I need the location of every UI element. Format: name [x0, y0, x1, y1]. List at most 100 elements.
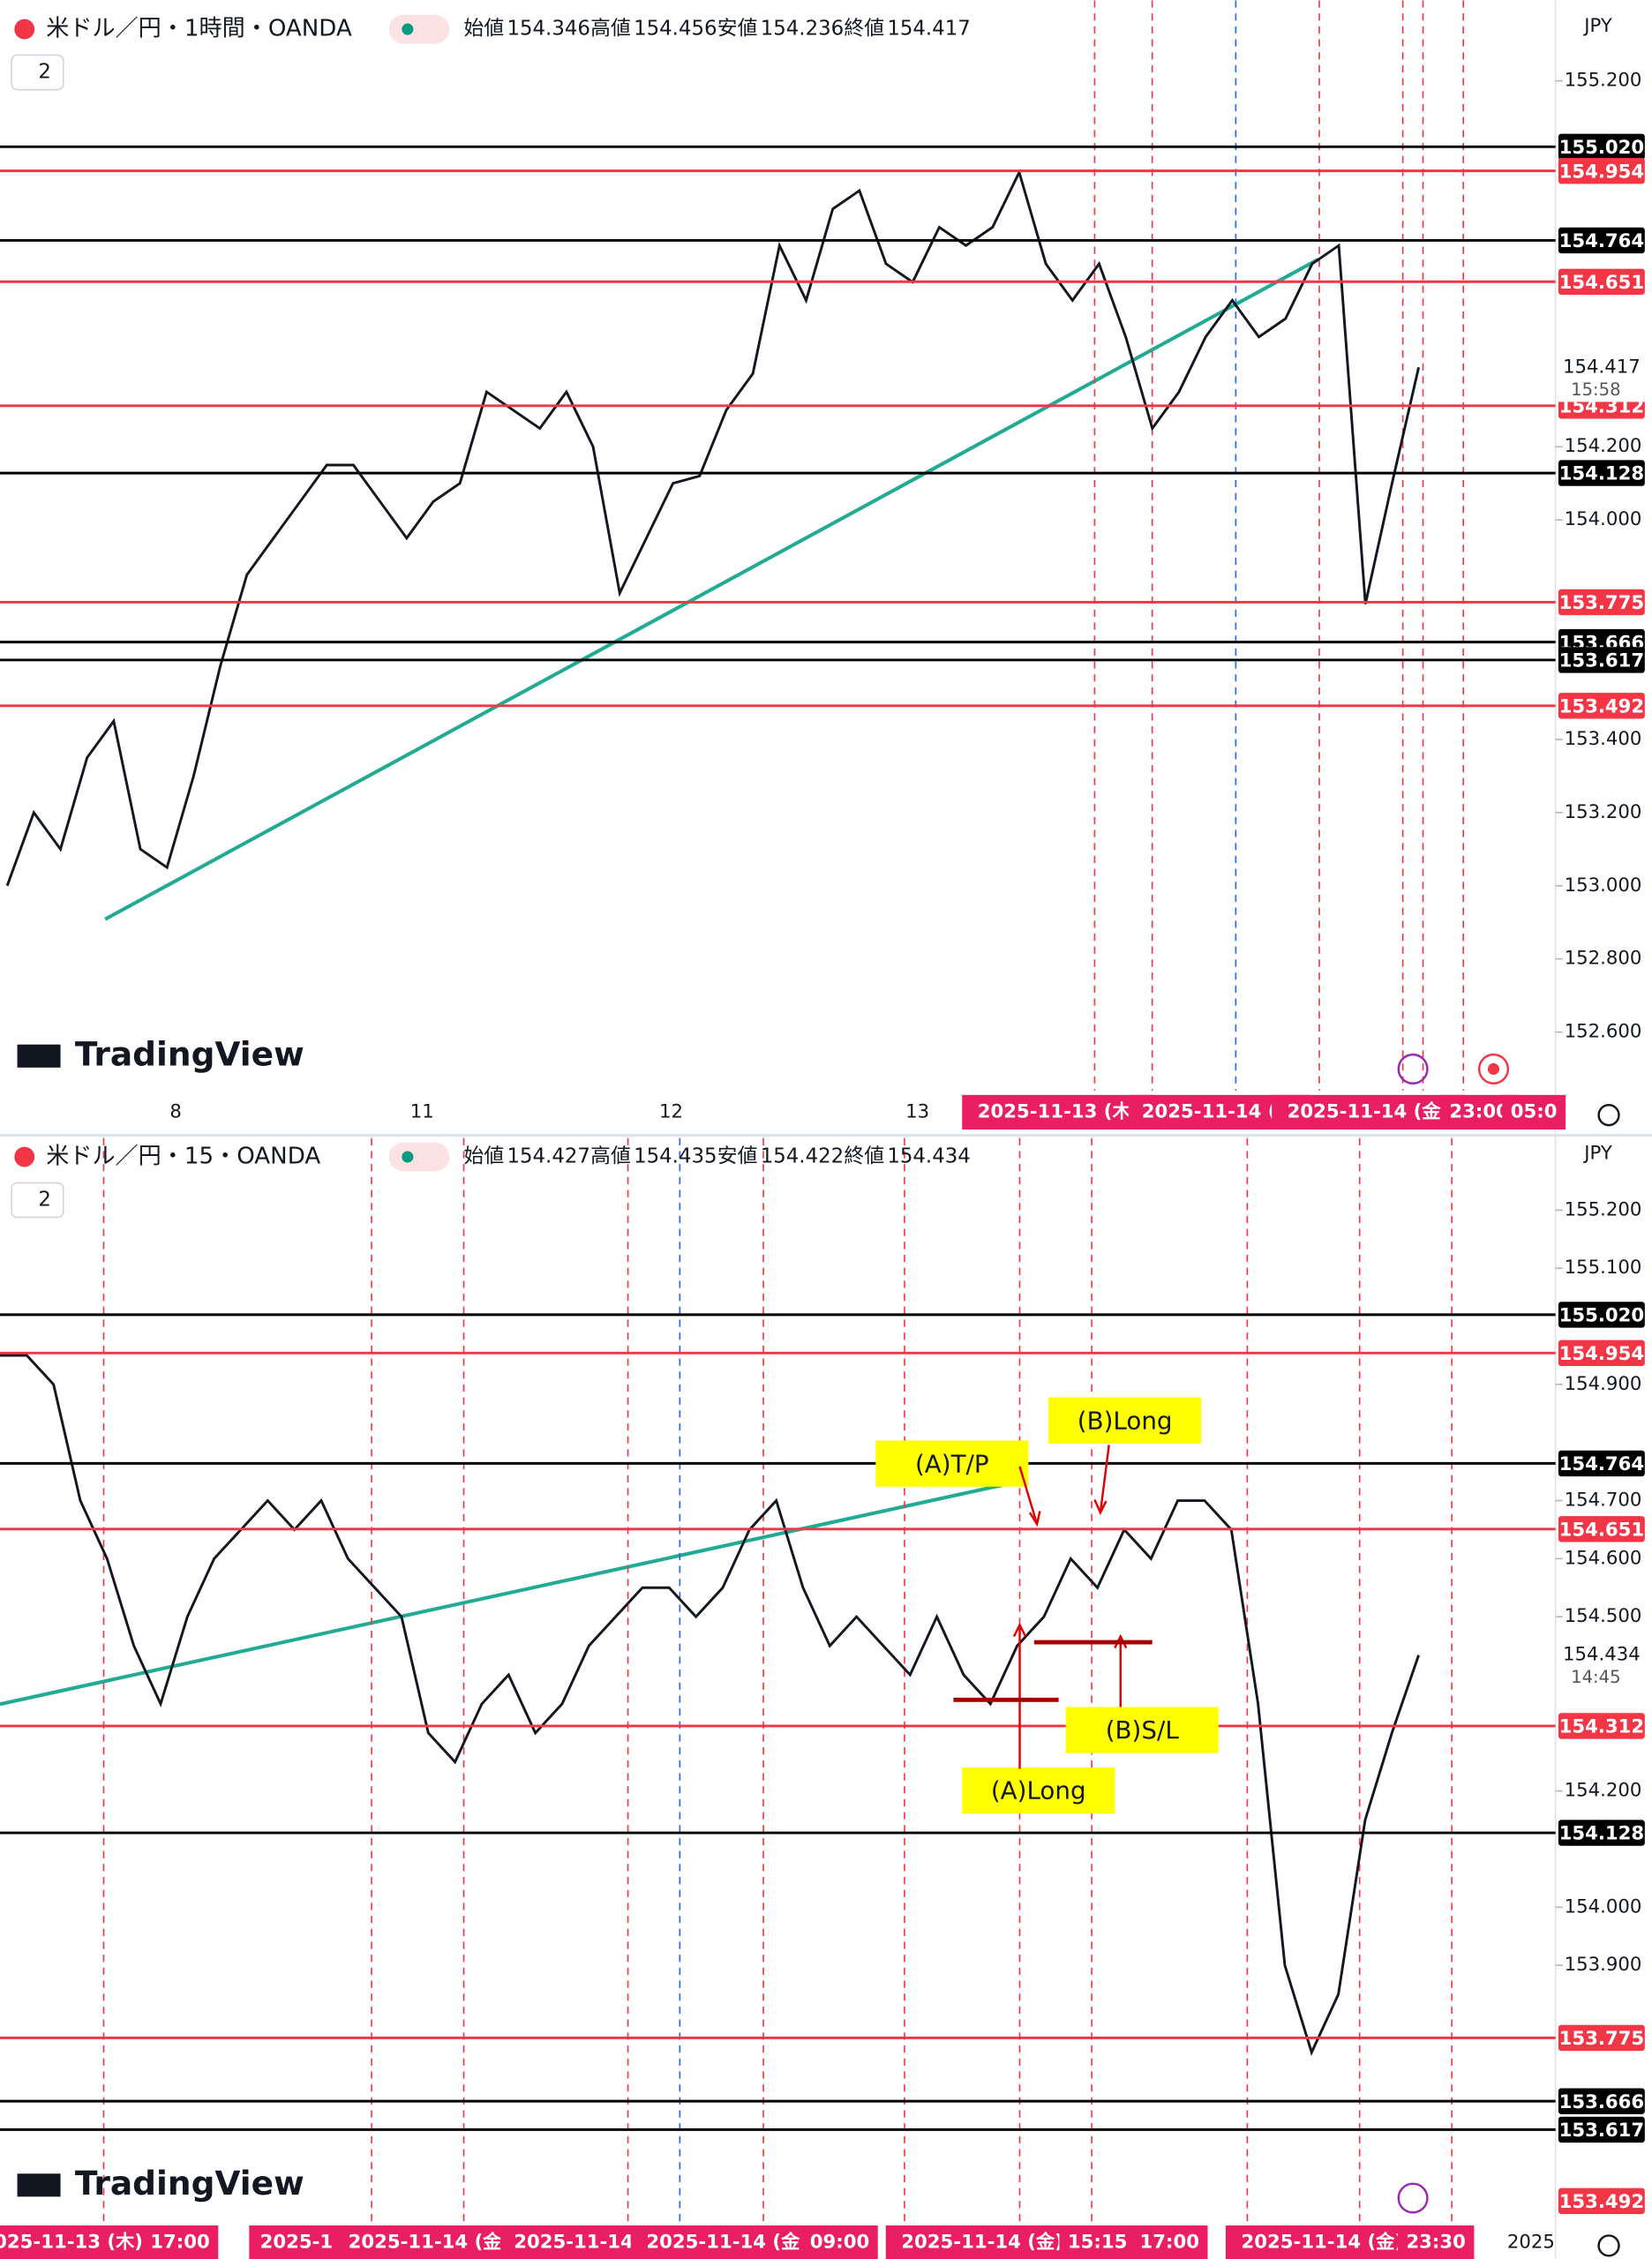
ohlc-label: 始値: [464, 1145, 505, 1168]
level-label: 153.617: [1559, 650, 1645, 672]
y-tick-label: 155.100: [1565, 1257, 1642, 1279]
y-tick-label: 154.200: [1565, 1780, 1642, 1802]
level-label: 154.128: [1559, 1823, 1645, 1845]
ohlc-value: 154.427: [507, 1145, 589, 1168]
indicator-toggle[interactable]: [11, 1182, 64, 1219]
ohlc-label: 安値: [717, 1145, 758, 1168]
y-tick-label: 153.200: [1565, 801, 1642, 823]
record-button[interactable]: [1477, 1053, 1510, 1084]
level-label: 155.020: [1559, 1305, 1645, 1327]
level-badge: [1558, 133, 1645, 160]
y-tick-label: 154.500: [1565, 1605, 1642, 1627]
level-badge: [1558, 1450, 1645, 1477]
level-badge: [1558, 1713, 1645, 1739]
level-label: 153.492: [1559, 695, 1645, 717]
vertical-markers: [102, 0, 1465, 2226]
x-tick-label: 17:00: [150, 2232, 209, 2254]
ohlc-value: 154.456: [634, 18, 717, 41]
price-line: [5, 169, 1421, 887]
x-label-highlight: [1059, 2225, 1136, 2259]
last-time: 15:58: [1571, 379, 1620, 400]
arrow: [1093, 1445, 1110, 1516]
x-tick-label: 12: [659, 1100, 683, 1122]
level-label: 153.492: [1559, 2191, 1645, 2213]
level-label: 153.775: [1559, 2028, 1645, 2050]
x-label-highlight: [1131, 2225, 1208, 2259]
level-label: 153.617: [1559, 2120, 1645, 2142]
level-badge: [1558, 227, 1645, 254]
ohlc-label: 終値: [844, 1145, 884, 1168]
level-badge: [1558, 460, 1645, 486]
x-tick-label: 11: [410, 1100, 434, 1122]
annotation-text: (B)Long: [1078, 1406, 1173, 1435]
level-badge: [1558, 268, 1645, 295]
level-label: 154.954: [1559, 1343, 1645, 1365]
x-tick-label: 8: [169, 1100, 182, 1122]
last-price: 154.434: [1563, 1644, 1641, 1666]
x-tick-label: 15:15: [1068, 2232, 1127, 2254]
x-tick-label: 2025-11-14 (金): [349, 2231, 511, 2254]
last-price: 154.417: [1563, 356, 1641, 378]
ohlc-label: 高値: [590, 18, 631, 41]
annotation-box: [1048, 1397, 1202, 1444]
y-tick-label: 152.800: [1565, 948, 1642, 970]
record-dot: [1487, 1062, 1499, 1075]
x-tick-label: 2025-11-13 (木): [978, 1100, 1140, 1122]
ohlc-label: 始値: [464, 18, 505, 41]
ohlc-label: 終値: [844, 18, 884, 41]
level-label: 154.651: [1559, 1519, 1645, 1541]
x-tick-label: 2025: [1507, 2232, 1555, 2254]
x-tick-label: 2025-11-13 (木): [0, 2232, 143, 2254]
ohlc-value: 154.236: [761, 18, 844, 41]
y-tick-label: 154.000: [1565, 508, 1642, 530]
level-badge: [1558, 2116, 1645, 2143]
currency: JPY: [1582, 1143, 1612, 1165]
level-badge: [1558, 2024, 1645, 2052]
level-badge: [1558, 1516, 1645, 1542]
x-label-highlight: [0, 2225, 159, 2259]
x-label-highlight: [885, 2225, 1079, 2259]
level-badge: [1558, 693, 1645, 719]
last-time: 14:45: [1571, 1667, 1620, 1687]
currency: JPY: [1582, 15, 1612, 37]
x-label-highlight: [1397, 2225, 1475, 2259]
last-price-badge: [1558, 352, 1645, 402]
x-tick-label: 17:00: [1140, 2232, 1200, 2254]
annotation-box: [962, 1767, 1115, 1814]
level-label: 154.954: [1559, 161, 1645, 183]
level-label: 154.312: [1559, 1716, 1645, 1738]
x-label-highlight: [962, 1094, 1155, 1130]
indicator-count: 2: [38, 1188, 51, 1211]
indicator-count: 2: [38, 61, 51, 84]
alert-button[interactable]: [1397, 2182, 1429, 2214]
settings-button[interactable]: [1597, 1104, 1620, 1127]
x-tick-label: 23:00: [1449, 1100, 1508, 1122]
ohlc-value: 154.435: [634, 1145, 717, 1168]
ohlc-value: 154.346: [507, 18, 589, 41]
x-tick-label: 2025-11-14 (金): [1241, 2231, 1403, 2254]
x-tick-label: 2025-11-14 (金: [1142, 1099, 1296, 1122]
level-badge: [1558, 157, 1645, 184]
settings-button[interactable]: [1597, 2234, 1620, 2257]
x-label-highlight: [630, 2225, 824, 2259]
status-dot: [402, 23, 414, 35]
arrow: [1018, 1466, 1041, 1527]
ohlc-label: 安値: [717, 18, 758, 41]
y-tick-label: 155.200: [1565, 1198, 1642, 1220]
level-label: 153.775: [1559, 592, 1645, 614]
alert-button[interactable]: [1397, 1053, 1429, 1084]
ohlc-label: 高値: [590, 1145, 631, 1168]
level-badge: [1558, 1340, 1645, 1367]
logo-icon: [17, 2173, 61, 2197]
level-badge: [1558, 2188, 1645, 2214]
annotation-box: [1065, 1707, 1219, 1753]
y-tick-label: 153.900: [1565, 1954, 1642, 1976]
last-price-badge: [1558, 1640, 1645, 1690]
indicator-toggle[interactable]: [11, 54, 64, 91]
trend-line: [104, 258, 1319, 921]
y-tick-label: 155.200: [1565, 70, 1642, 92]
logo: TradingView: [75, 2164, 304, 2203]
x-label-highlight: [141, 2225, 219, 2259]
